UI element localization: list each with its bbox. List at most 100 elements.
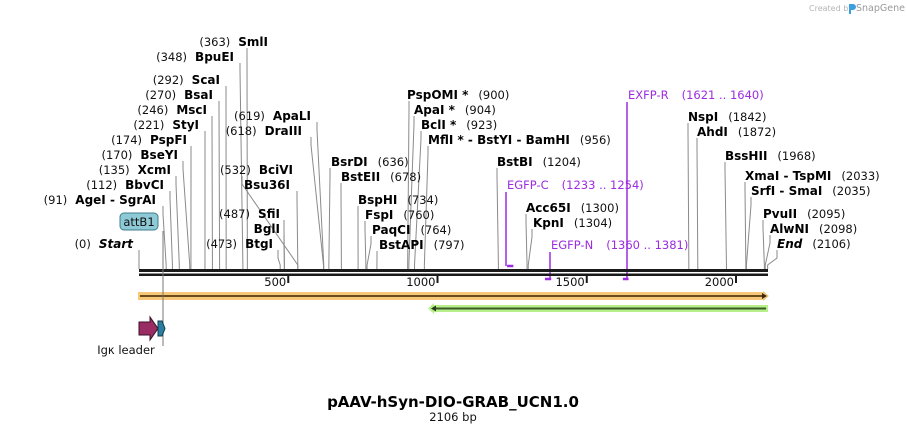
backbone-bottom-strand	[139, 273, 768, 276]
site-name: AhdI	[697, 125, 728, 139]
site-line-pvuii	[762, 220, 765, 269]
site-fspi[interactable]: FspI (760)	[365, 208, 434, 222]
scale-tick-label: 2000	[705, 275, 734, 289]
site-name: MflI * - BstYI - BamHI	[428, 133, 570, 147]
site-line-bcli	[414, 131, 422, 269]
site-position: (1872)	[738, 125, 776, 139]
site-msci[interactable]: MscI (246)	[137, 103, 207, 117]
green-feature-arrowhead	[431, 305, 436, 312]
site-styi[interactable]: StyI (221)	[133, 118, 199, 132]
site-bstbi[interactable]: BstBI (1204)	[497, 155, 581, 169]
site-end[interactable]: End (2106)	[777, 237, 851, 251]
plasmid-length: 2106 bp	[429, 410, 477, 424]
site-name: KpnI	[533, 216, 564, 230]
site-position: (348)	[156, 50, 187, 64]
igk-leader-arrow-icon	[138, 315, 159, 342]
site-name: SfiI	[258, 207, 280, 221]
igk-leader-feature[interactable]: Igκ leader	[97, 315, 166, 357]
site-name: BstAPI	[379, 238, 424, 252]
site-nspi[interactable]: NspI (1842)	[688, 110, 767, 124]
site-apali[interactable]: ApaLI (619)	[234, 109, 311, 123]
site-name: BsaI	[184, 88, 213, 102]
site-bsu36i[interactable]: Bsu36I	[244, 178, 290, 192]
green-feature-line	[433, 307, 766, 310]
site-sfii[interactable]: SfiI (487)	[219, 207, 280, 221]
site-xcmi[interactable]: XcmI (135)	[99, 163, 171, 177]
site-name: BpuEI	[195, 50, 234, 64]
site-line-apai	[408, 116, 415, 269]
site-start[interactable]: Start (0)	[75, 237, 135, 251]
site-position: (619)	[234, 109, 265, 123]
site-name: BssHII	[725, 149, 767, 163]
site-smli[interactable]: SmlI (363)	[199, 35, 268, 49]
site-bsteii[interactable]: BstEII (678)	[341, 170, 421, 184]
site-name: PspOMI *	[407, 88, 469, 102]
site-bseyi[interactable]: BseYI (170)	[101, 148, 178, 162]
site-apai[interactable]: ApaI * (904)	[414, 103, 496, 117]
site-line-kpni	[527, 229, 533, 269]
site-name: FspI	[365, 208, 393, 222]
site-position: (1304)	[574, 216, 612, 230]
site-bcivi[interactable]: BciVI (532)	[220, 163, 293, 177]
site-btgi[interactable]: BtgI (473)	[206, 237, 273, 251]
primer-name: EXFP-R	[628, 88, 669, 102]
site-position: (246)	[137, 103, 168, 117]
site-bcli[interactable]: BclI * (923)	[421, 118, 497, 132]
primer-egfp-c[interactable]: EGFP-C (1233 .. 1254)	[505, 178, 644, 268]
primer-egfp-n[interactable]: EGFP-N (1360 .. 1381)	[544, 238, 688, 281]
site-bsai[interactable]: BsaI (270)	[145, 88, 213, 102]
site-acc65i[interactable]: Acc65I (1300)	[526, 201, 619, 215]
site-bsshii[interactable]: BssHII (1968)	[725, 149, 816, 163]
attb1-feature[interactable]: attB1	[119, 212, 159, 231]
site-name: ApaLI	[273, 109, 311, 123]
site-bgli[interactable]: BglI	[254, 222, 280, 236]
site-mfli-bstyi-bamhi[interactable]: MflI * - BstYI - BamHI (956)	[428, 133, 611, 147]
site-name: BseYI	[140, 148, 178, 162]
site-position: (473)	[206, 237, 237, 251]
snapgene-logo-icon	[849, 4, 856, 14]
site-line-ahdi	[696, 138, 699, 269]
site-position: (636)	[378, 155, 409, 169]
site-draiii[interactable]: DraIII (618)	[226, 124, 302, 138]
site-pspomi[interactable]: PspOMI * (900)	[407, 88, 509, 102]
site-pvuii[interactable]: PvuII (2095)	[763, 207, 845, 221]
site-srfi-smai[interactable]: SrfI - SmaI (2035)	[751, 184, 871, 198]
site-name: AgeI - SgrAI	[75, 193, 156, 207]
site-position: (797)	[434, 238, 465, 252]
primer-exfp-r[interactable]: EXFP-R (1621 .. 1640)	[622, 88, 764, 281]
site-agei-sgrai[interactable]: AgeI - SgrAI (91)	[44, 193, 156, 207]
site-bbvci[interactable]: BbvCI (112)	[86, 178, 164, 192]
site-line-btgi	[277, 250, 281, 269]
site-position: (135)	[99, 163, 130, 177]
site-line-alwni	[764, 235, 771, 269]
site-name: SmlI	[238, 35, 268, 49]
site-pspfi[interactable]: PspFI (174)	[111, 133, 187, 147]
site-bpuei[interactable]: BpuEI (348)	[156, 50, 234, 64]
site-scai[interactable]: ScaI (292)	[153, 73, 220, 87]
site-name: BspHI	[358, 193, 397, 207]
site-bstapi[interactable]: BstAPI (797)	[379, 238, 465, 252]
site-name: XcmI	[138, 163, 171, 177]
site-line-bsu36i	[296, 191, 299, 269]
site-alwni[interactable]: AlwNI (2098)	[770, 222, 857, 236]
primer-range: (1233 .. 1254)	[562, 178, 644, 192]
site-ahdi[interactable]: AhdI (1872)	[697, 125, 776, 139]
attb1-box	[119, 212, 159, 231]
site-position: (487)	[219, 207, 250, 221]
site-line-acc65i	[525, 214, 528, 269]
site-name: NspI	[688, 110, 718, 124]
primer-name: EGFP-N	[551, 238, 593, 252]
site-kpni[interactable]: KpnI (1304)	[533, 216, 612, 230]
site-paqci[interactable]: PaqCI (764)	[372, 223, 451, 237]
scale-ticks: 500 1000 1500 2000	[264, 275, 737, 289]
site-bsrdi[interactable]: BsrDI (636)	[331, 155, 409, 169]
site-bsphi[interactable]: BspHI (734)	[358, 193, 438, 207]
site-name: DraIII	[265, 124, 302, 138]
site-position: (170)	[101, 148, 132, 162]
site-name: BclI *	[421, 118, 457, 132]
site-xmai-tspmi[interactable]: XmaI - TspMI (2033)	[745, 169, 880, 183]
site-position: (174)	[111, 133, 142, 147]
orange-feature-line	[140, 295, 764, 297]
site-name: SrfI - SmaI	[751, 184, 822, 198]
